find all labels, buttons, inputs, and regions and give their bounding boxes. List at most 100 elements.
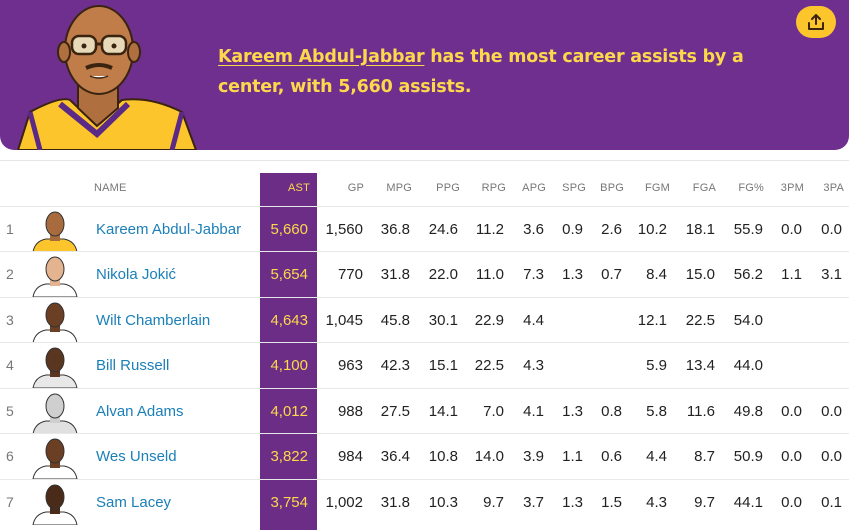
stat-mpg: 31.8	[380, 266, 410, 283]
table-row[interactable]: 4 Bill Russell 4,100 963 42.3 15.1 22.5 4.3 5.9…	[0, 343, 849, 388]
stat-bpg	[587, 343, 622, 388]
table-row[interactable]: 5 Alvan Adams 4,012 988 27.5 14.1 7.0 4.1 1.3 0.…	[0, 389, 849, 434]
player-name-link[interactable]: Wes Unseld	[96, 448, 177, 465]
stat-apg: 3.9	[523, 448, 544, 465]
col-header-spg[interactable]: SPG	[562, 182, 586, 194]
player-name-link[interactable]: Alvan Adams	[96, 403, 184, 420]
stat-apg: 4.1	[523, 403, 544, 420]
table-row[interactable]: 6 Wes Unseld 3,822 984 36.4 10.8 14.0 3.9 1.1 0.…	[0, 434, 849, 479]
stat-gp: 770	[337, 266, 363, 283]
stat-rpg: 22.9	[474, 312, 504, 329]
stat-gp: 1,560	[325, 221, 363, 238]
stat-fgp: 55.9	[733, 221, 763, 238]
stat-fgp: 44.0	[733, 357, 763, 374]
stat-tpa: 3.1	[821, 266, 842, 283]
stat-tpa: 0.0	[821, 221, 842, 238]
stat-mpg: 42.3	[380, 357, 410, 374]
stat-gp: 988	[337, 403, 363, 420]
rank-number: 6	[6, 448, 14, 464]
player-headshot	[30, 345, 80, 388]
stat-rpg: 14.0	[474, 448, 504, 465]
stat-spg	[548, 298, 583, 343]
rank-number: 4	[6, 357, 14, 373]
col-header-fgm[interactable]: FGM	[644, 182, 670, 194]
stat-apg: 3.6	[523, 221, 544, 238]
stat-gp: 1,002	[325, 494, 363, 511]
stat-fgp: 49.8	[733, 403, 763, 420]
stat-ast: 3,754	[270, 494, 308, 511]
rank-number: 5	[6, 403, 14, 419]
stat-rpg: 11.0	[475, 266, 504, 283]
player-name-link[interactable]: Sam Lacey	[96, 494, 172, 511]
col-header-3pa[interactable]: 3PA	[823, 182, 844, 194]
stat-fga: 15.0	[685, 266, 715, 283]
player-name-link[interactable]: Nikola Jokić	[96, 266, 177, 283]
col-header-name[interactable]: NAME	[94, 182, 127, 194]
share-upload-icon	[808, 14, 824, 30]
stat-spg: 1.3	[562, 494, 583, 511]
col-header-ppg[interactable]: PPG	[436, 182, 460, 194]
col-header-gp[interactable]: GP	[347, 182, 364, 194]
stat-spg	[548, 343, 583, 388]
table-row[interactable]: 7 Sam Lacey 3,754 1,002 31.8 10.3 9.7 3.7 1.3 1.…	[0, 480, 849, 525]
stat-mpg: 45.8	[380, 312, 410, 329]
stat-apg: 4.3	[523, 357, 544, 374]
share-button[interactable]	[796, 6, 836, 38]
stat-spg: 1.3	[562, 266, 583, 283]
stat-tpm: 0.0	[781, 221, 802, 238]
stat-mpg: 36.4	[380, 448, 410, 465]
stat-ast: 4,012	[270, 403, 308, 420]
stat-ppg: 10.3	[428, 494, 458, 511]
col-header-3pm[interactable]: 3PM	[780, 182, 804, 194]
stat-ast: 3,822	[270, 448, 308, 465]
stat-bpg: 0.7	[601, 266, 622, 283]
rank-number: 1	[6, 221, 14, 237]
stat-ast: 4,643	[270, 312, 308, 329]
stat-spg: 0.9	[562, 221, 583, 238]
stat-tpa: 0.0	[821, 448, 842, 465]
row-divider	[0, 297, 849, 298]
player-name-link[interactable]: Bill Russell	[96, 357, 170, 374]
stat-bpg: 1.5	[601, 494, 622, 511]
table-row[interactable]: 3 Wilt Chamberlain 4,643 1,045 45.8 30.1 22.9…	[0, 298, 849, 343]
stat-bpg	[587, 298, 622, 343]
table-row[interactable]: 2 Nikola Jokić 5,654 770 31.8 22.0 11.0 7.3 1.3…	[0, 252, 849, 297]
headline-player-link[interactable]: Kareem Abdul-Jabbar	[218, 47, 425, 67]
player-headshot	[30, 482, 80, 525]
stat-fga: 13.4	[685, 357, 715, 374]
stat-bpg: 0.6	[601, 448, 622, 465]
player-headshot	[30, 209, 80, 252]
stat-ast: 5,660	[270, 221, 308, 238]
stat-apg: 7.3	[523, 266, 544, 283]
stat-banner: Kareem Abdul-Jabbar has the most career …	[0, 0, 849, 150]
col-header-ast[interactable]: AST	[288, 182, 310, 194]
table-row[interactable]: 1 Kareem Abdul-Jabbar 5,660 1,560 36.8 24.6 1…	[0, 207, 849, 252]
stat-gp: 1,045	[325, 312, 363, 329]
stat-fgp: 50.9	[733, 448, 763, 465]
stat-spg: 1.1	[562, 448, 583, 465]
stat-gp: 984	[337, 448, 363, 465]
leaderboard-card	[0, 160, 849, 530]
stat-mpg: 36.8	[380, 221, 410, 238]
player-name-link[interactable]: Wilt Chamberlain	[96, 312, 211, 329]
col-header-bpg[interactable]: BPG	[600, 182, 624, 194]
stat-tpm	[768, 298, 802, 343]
stat-tpm: 0.0	[781, 403, 802, 420]
row-divider	[0, 479, 849, 480]
stat-fga: 22.5	[685, 312, 715, 329]
col-header-fgp[interactable]: FG%	[738, 182, 764, 194]
stat-apg: 4.4	[523, 312, 544, 329]
stat-ppg: 22.0	[428, 266, 458, 283]
stat-fga: 8.7	[694, 448, 715, 465]
player-name-link[interactable]: Kareem Abdul-Jabbar	[96, 221, 242, 238]
stat-bpg: 2.6	[601, 221, 622, 238]
col-header-rpg[interactable]: RPG	[481, 182, 506, 194]
row-divider	[0, 251, 849, 252]
col-header-apg[interactable]: APG	[522, 182, 546, 194]
stat-ppg: 15.1	[428, 357, 458, 374]
col-header-mpg[interactable]: MPG	[386, 182, 412, 194]
stat-tpm: 0.0	[781, 494, 802, 511]
player-headshot	[30, 436, 80, 479]
col-header-fga[interactable]: FGA	[692, 182, 716, 194]
player-headshot	[30, 391, 80, 434]
